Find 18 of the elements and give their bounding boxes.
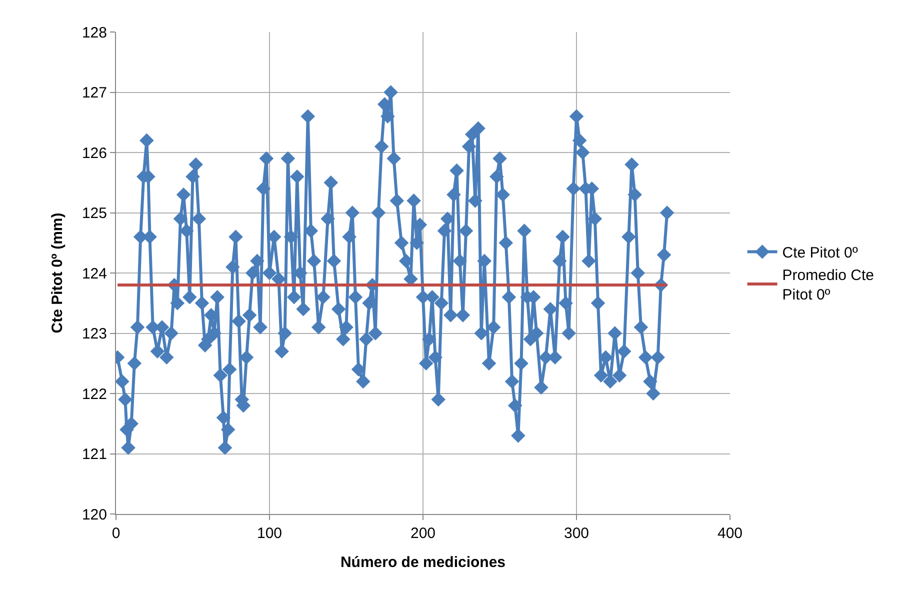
y-tick-label: 124 (82, 265, 107, 282)
x-tick-label: 100 (256, 525, 282, 542)
legend-label: Cte Pitot 0º (782, 244, 858, 262)
x-tick-label: 200 (410, 525, 436, 542)
y-tick-label: 126 (82, 144, 107, 162)
y-tick-label: 121 (82, 446, 107, 463)
x-tick-label: 400 (717, 525, 743, 542)
y-tick-label: 123 (82, 326, 107, 342)
y-axis-title: Cte Pitot 0º (mm) (49, 212, 66, 334)
y-tick-label: 125 (82, 205, 107, 222)
x-axis-title: Número de mediciones (340, 554, 506, 571)
y-tick-label: 120 (82, 506, 107, 524)
legend-label: Promedio Cte Pitot 0º (782, 267, 874, 304)
x-tick-label: 300 (564, 525, 590, 542)
y-tick-label: 128 (82, 24, 107, 42)
y-tick-label: 122 (82, 386, 107, 403)
x-tick-label: 0 (112, 525, 120, 542)
y-tick-label: 127 (82, 84, 107, 102)
